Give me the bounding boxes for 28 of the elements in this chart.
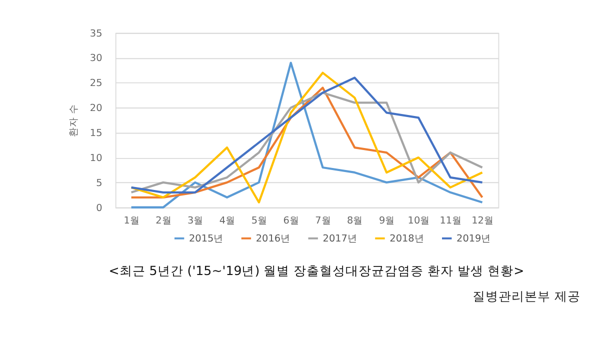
- y-tick-label: 25: [90, 78, 102, 90]
- y-tick-label: 20: [90, 103, 102, 114]
- x-tick-label: 12월: [472, 215, 494, 226]
- legend-label: 2016년: [256, 233, 291, 244]
- x-tick-label: 9월: [378, 215, 396, 226]
- x-tick-label: 3월: [188, 215, 204, 226]
- x-tick-label: 6월: [283, 215, 300, 226]
- legend-label: 2017년: [322, 233, 358, 244]
- text: 질병관리본부 제공: [472, 288, 581, 304]
- x-tick-label: 5월: [251, 215, 268, 226]
- y-tick-label: 5: [96, 178, 102, 189]
- x-tick-label: 7월: [315, 215, 332, 226]
- x-tick-label: 1월: [124, 215, 140, 226]
- y-axis-title: 환자 수: [68, 104, 80, 138]
- y-tick-label: 35: [90, 28, 102, 40]
- y-tick-label: 0: [96, 202, 102, 214]
- legend-label: 2018년: [390, 233, 424, 244]
- x-tick-label: 10월: [408, 215, 430, 226]
- y-tick-label: 15: [90, 128, 102, 139]
- legend-label: 2015년: [189, 233, 224, 244]
- x-tick-label: 2월: [156, 215, 172, 226]
- y-tick-label: 10: [90, 152, 102, 164]
- y-tick-label: 30: [90, 53, 102, 64]
- x-tick-label: 8월: [347, 215, 364, 226]
- x-tick-label: 11월: [440, 215, 462, 226]
- x-tick-label: 4월: [219, 215, 236, 226]
- text: <최근 5년간 ('15~'19년) 월별 장출혈성대장균감염증 환자 발생 현황>: [108, 263, 524, 278]
- legend-label: 2019년: [456, 233, 492, 244]
